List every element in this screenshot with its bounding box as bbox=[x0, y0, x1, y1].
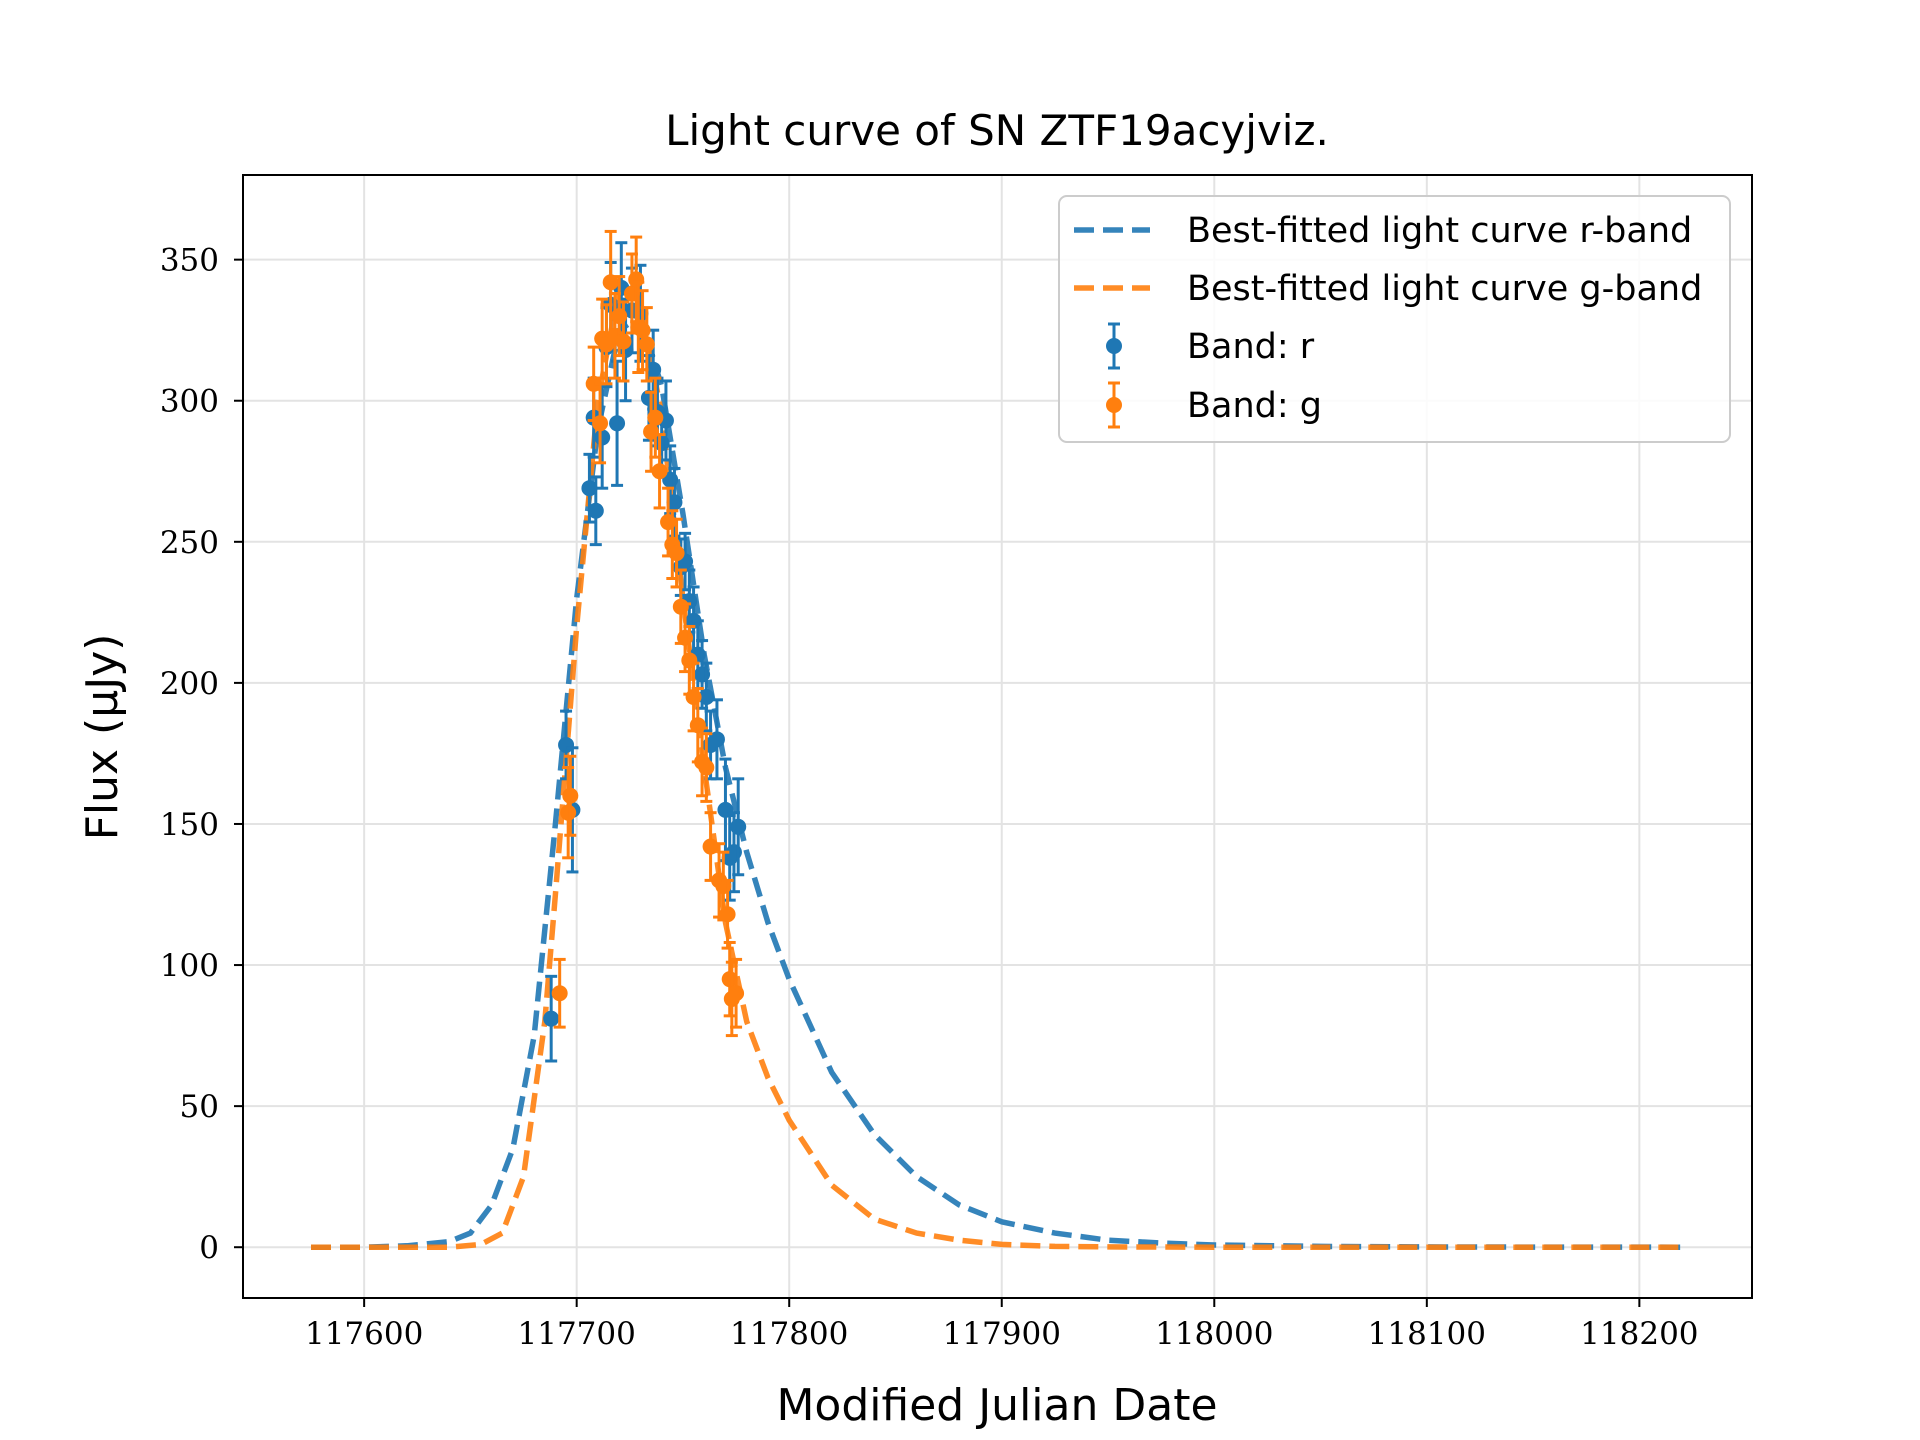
marker bbox=[698, 759, 715, 776]
data-point-r bbox=[730, 777, 747, 877]
y-tick-label: 150 bbox=[160, 807, 219, 843]
marker bbox=[587, 502, 604, 519]
marker bbox=[702, 838, 719, 855]
marker bbox=[594, 429, 611, 446]
data-point-r bbox=[708, 698, 725, 781]
plot-area bbox=[311, 229, 1682, 1250]
x-tick-label: 117800 bbox=[730, 1316, 848, 1352]
legend-label-g-fit: Best-fitted light curve g-band bbox=[1187, 269, 1702, 309]
data-point-r bbox=[587, 475, 604, 547]
marker bbox=[543, 1010, 560, 1027]
data-point-g bbox=[551, 957, 568, 1029]
data-point-r bbox=[698, 661, 715, 733]
marker bbox=[628, 271, 645, 288]
legend-marker-g-band bbox=[1106, 397, 1122, 413]
data-point-g bbox=[638, 306, 655, 383]
legend-marker-r-band bbox=[1106, 338, 1122, 354]
marker bbox=[730, 818, 747, 835]
y-tick-label: 300 bbox=[160, 384, 219, 420]
x-tick-label: 118100 bbox=[1368, 1316, 1486, 1352]
marker bbox=[719, 906, 736, 923]
marker bbox=[651, 463, 668, 480]
marker bbox=[728, 985, 745, 1002]
marker bbox=[638, 336, 655, 353]
marker bbox=[708, 731, 725, 748]
y-tick-label: 350 bbox=[160, 243, 219, 279]
fit-line-g bbox=[311, 283, 1682, 1250]
y-tick-label: 50 bbox=[180, 1089, 219, 1125]
data-point-r bbox=[609, 359, 626, 487]
data-point-r bbox=[594, 385, 611, 490]
legend-label-r-fit: Best-fitted light curve r-band bbox=[1187, 211, 1692, 251]
marker bbox=[585, 375, 602, 392]
legend-box bbox=[1058, 195, 1731, 443]
marker bbox=[721, 971, 738, 988]
y-tick-label: 0 bbox=[199, 1230, 219, 1266]
data-point-g bbox=[668, 517, 685, 589]
x-tick-label: 117900 bbox=[943, 1316, 1061, 1352]
y-axis-label: Flux (μJy) bbox=[77, 634, 128, 841]
y-tick-label: 100 bbox=[160, 948, 219, 984]
marker bbox=[666, 494, 683, 511]
y-tick-label: 250 bbox=[160, 525, 219, 561]
marker bbox=[615, 333, 632, 350]
marker bbox=[609, 415, 626, 432]
marker bbox=[698, 688, 715, 705]
legend-label-r-band: Band: r bbox=[1187, 327, 1315, 367]
x-tick-label: 117600 bbox=[305, 1316, 423, 1352]
marker bbox=[602, 274, 619, 291]
data-point-g bbox=[562, 754, 579, 837]
legend: Best-fitted light curve r-band Best-fitte… bbox=[1058, 195, 1731, 443]
data-point-g bbox=[560, 766, 577, 860]
marker bbox=[592, 415, 609, 432]
ticks: 117600 117700 117800 117900 118000 118100 1182… bbox=[160, 243, 1699, 1352]
x-tick-label: 117700 bbox=[518, 1316, 636, 1352]
data-point-r bbox=[543, 974, 560, 1063]
marker bbox=[645, 361, 662, 378]
data-point-g bbox=[615, 300, 632, 383]
data-point-g bbox=[651, 433, 668, 510]
grid bbox=[243, 175, 1752, 1298]
marker bbox=[647, 409, 664, 426]
x-tick-label: 118200 bbox=[1580, 1316, 1698, 1352]
data-point-r bbox=[581, 452, 598, 524]
legend-label-g-band: Band: g bbox=[1187, 386, 1322, 426]
x-axis-label: Modified Julian Date bbox=[776, 1380, 1217, 1431]
data-point-g bbox=[728, 957, 745, 1029]
y-tick-label: 200 bbox=[160, 666, 219, 702]
data-point-g bbox=[592, 382, 609, 465]
data-point-g bbox=[698, 732, 715, 803]
marker bbox=[551, 985, 568, 1002]
marker bbox=[668, 545, 685, 562]
data-point-g bbox=[719, 878, 736, 950]
chart-title: Light curve of SN ZTF19acyjviz. bbox=[665, 106, 1329, 155]
marker bbox=[562, 787, 579, 804]
x-tick-label: 118000 bbox=[1155, 1316, 1273, 1352]
marker bbox=[581, 480, 598, 497]
marker bbox=[560, 804, 577, 821]
axes-frame bbox=[242, 174, 1753, 1299]
